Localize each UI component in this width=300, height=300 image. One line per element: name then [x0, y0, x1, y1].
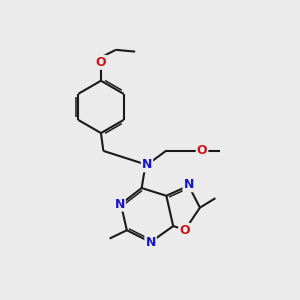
Text: N: N [184, 178, 194, 191]
Text: N: N [142, 158, 152, 171]
Text: O: O [197, 144, 207, 157]
Text: O: O [179, 224, 190, 237]
Text: N: N [146, 236, 156, 249]
Text: N: N [115, 198, 125, 211]
Text: O: O [96, 56, 106, 69]
